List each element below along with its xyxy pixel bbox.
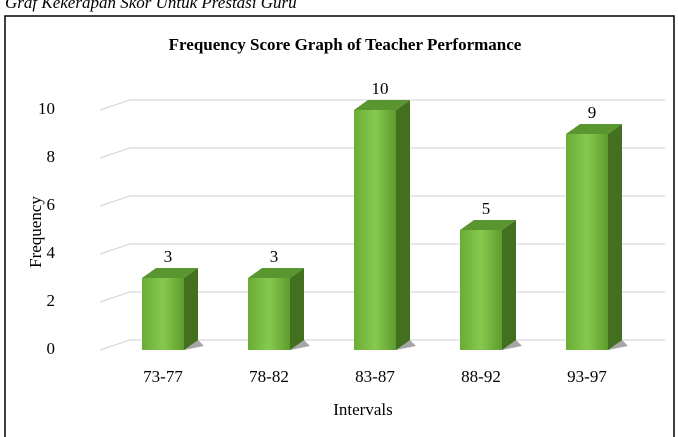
bar-top	[460, 220, 516, 230]
data-label: 9	[588, 103, 597, 122]
bar	[460, 230, 502, 350]
x-axis-label: Intervals	[333, 400, 392, 419]
bar-side	[396, 100, 410, 350]
bar-side	[608, 124, 622, 350]
y-tick-label: 8	[47, 147, 56, 166]
caption: Graf Kekerapan Skor Untuk Prestasi Guru	[5, 0, 297, 12]
x-tick-label: 83-87	[355, 367, 395, 386]
y-tick-label: 10	[38, 99, 55, 118]
grid-line	[99, 195, 665, 207]
y-tick-label: 0	[47, 339, 56, 358]
y-tick-label: 6	[47, 195, 56, 214]
bar	[354, 110, 396, 350]
x-tick-label: 78-82	[249, 367, 289, 386]
data-label: 5	[482, 199, 491, 218]
data-label: 3	[164, 247, 173, 266]
y-tick-label: 2	[47, 291, 56, 310]
data-label: 3	[270, 247, 279, 266]
chart-frame	[4, 15, 675, 437]
x-tick-label: 73-77	[143, 367, 183, 386]
bar-side	[184, 268, 198, 350]
bar-top	[142, 268, 198, 278]
bar	[566, 134, 608, 350]
bar-top	[566, 124, 622, 134]
grid-line	[99, 99, 665, 111]
x-tick-label: 88-92	[461, 367, 501, 386]
data-label: 10	[372, 79, 389, 98]
x-tick-label: 93-97	[567, 367, 607, 386]
bar	[248, 278, 290, 350]
y-axis-label: Frequency	[26, 196, 45, 268]
chart-title: Frequency Score Graph of Teacher Perform…	[169, 35, 522, 54]
bar-side	[502, 220, 516, 350]
y-tick-label: 4	[47, 243, 56, 262]
bar-side	[290, 268, 304, 350]
bar-top	[354, 100, 410, 110]
grid-line	[99, 147, 665, 159]
bar-top	[248, 268, 304, 278]
bar	[142, 278, 184, 350]
